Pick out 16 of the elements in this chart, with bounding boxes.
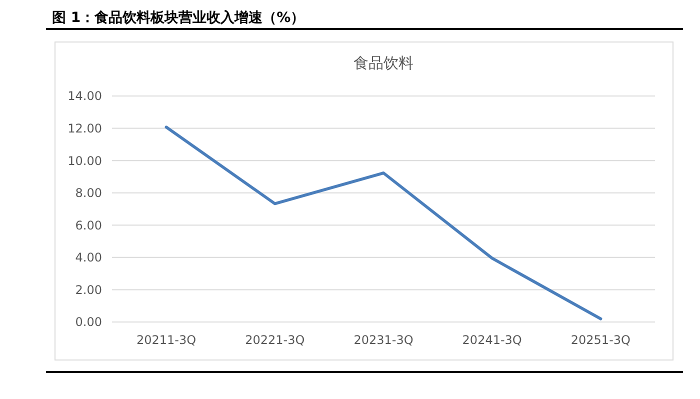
x-tick-label: 20251-3Q	[570, 333, 630, 347]
y-tick-label: 10.00	[68, 154, 102, 168]
line-series	[164, 126, 602, 320]
x-tick-label: 20211-3Q	[136, 333, 196, 347]
x-tick-label: 20241-3Q	[462, 333, 522, 347]
y-tick-label: 14.00	[68, 89, 102, 104]
x-tick-label: 20221-3Q	[245, 333, 305, 347]
y-tick-label: 6.00	[75, 218, 102, 232]
chart-subtitle: 食品饮料	[354, 54, 414, 72]
y-tick-label: 0.00	[75, 315, 102, 330]
x-tick-label: 20231-3Q	[354, 333, 414, 347]
chart-title: 图 1：食品饮料板块营业收入增速（%）	[52, 10, 305, 26]
y-tick-label: 12.00	[68, 121, 102, 136]
y-tick-label: 2.00	[75, 282, 102, 297]
y-tick-label: 8.00	[75, 186, 102, 200]
y-tick-label: 4.00	[75, 250, 102, 265]
